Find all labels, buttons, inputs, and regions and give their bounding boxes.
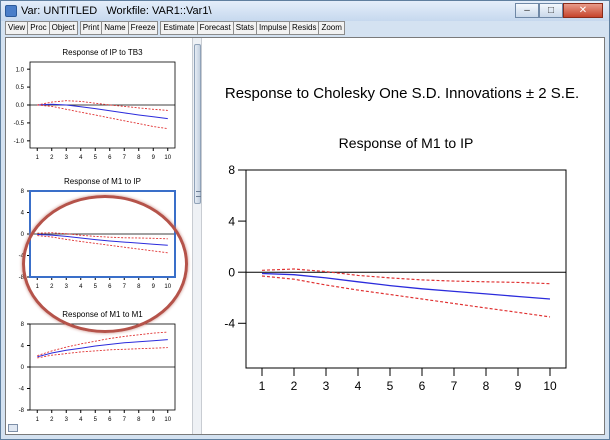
main-heading: Response to Cholesky One S.D. Innovation… [225,85,579,102]
x-tick-label: 6 [108,417,112,423]
chart-title: Response of M1 to IP [339,135,474,151]
scrollbar-thumb[interactable] [194,44,201,204]
graph-area: Response of IP to TB3 1.0 0.5 0.0 -0.5 -1.0 1 2… [5,37,605,435]
x-tick-label: 5 [94,155,98,161]
response-line [261,272,551,300]
response-line [37,103,168,120]
y-tick-label: -8 [19,275,25,281]
x-tick-label: 6 [419,379,426,393]
chart-title: Response of IP to TB3 [62,48,143,57]
y-tick-label: -0.5 [14,121,25,127]
x-tick-label: 10 [164,417,171,423]
view-button[interactable]: View [5,21,29,35]
close-button[interactable]: ✕ [563,3,603,18]
y-tick-label: -8 [19,408,25,414]
resids-button[interactable]: Resids [288,21,320,35]
x-tick-label: 4 [79,155,83,161]
estimate-button[interactable]: Estimate [160,21,198,35]
x-tick-label: 7 [451,379,458,393]
thumbnail-scrollbar[interactable] [192,38,202,434]
chart-title: Response of M1 to IP [64,177,141,186]
print-button[interactable]: Print [79,21,103,35]
confidence-band-upper [261,268,551,285]
impulse-button[interactable]: Impulse [255,21,290,35]
x-tick-label: 3 [323,379,330,393]
title-bar[interactable]: Var: UNTITLED Workfile: VAR1::Var1\ – □ … [1,1,609,21]
y-tick-label: 8 [21,322,25,328]
x-tick-label: 5 [387,379,394,393]
zoomed-graph-pane: Response to Cholesky One S.D. Innovation… [202,38,604,434]
confidence-band-upper [37,331,168,357]
confidence-band-lower [37,347,168,359]
chart-0: Response of M1 to IP 8 4 0 -4 1 2 3 4 5 6 7 8 9 10 [224,135,567,393]
chart-1: Response of IP to TB3 1.0 0.5 0.0 -0.5 -1.0 1 2… [14,48,176,161]
y-tick-label: 1.0 [16,67,25,73]
confidence-band-lower [261,275,551,318]
var-object-icon [5,5,17,17]
x-tick-label: 4 [79,417,83,423]
y-tick-label: 8 [21,189,25,195]
x-tick-label: 1 [36,155,40,161]
object-button[interactable]: Object [48,21,78,35]
minimize-button[interactable]: – [515,3,539,18]
maximize-button[interactable]: □ [539,3,563,18]
confidence-band-upper [37,100,168,111]
pane-toggle-icon[interactable] [8,424,18,432]
zoom-button[interactable]: Zoom [318,21,345,35]
x-tick-label: 10 [164,155,171,161]
y-tick-label: 4 [228,214,235,228]
x-tick-label: 2 [50,417,54,423]
stats-button[interactable]: Stats [232,21,257,35]
x-tick-label: 8 [137,417,141,423]
x-tick-label: 7 [123,417,127,423]
y-tick-label: -4 [19,387,25,393]
x-tick-label: 4 [355,379,362,393]
y-tick-label: 0.5 [16,85,25,91]
x-tick-label: 2 [291,379,298,393]
y-tick-label: 0 [21,365,25,371]
confidence-band-lower [37,104,168,130]
y-tick-label: -4 [19,254,25,260]
x-tick-label: 10 [543,379,557,393]
x-tick-label: 7 [123,155,127,161]
x-tick-label: 9 [515,379,522,393]
x-tick-label: 5 [94,417,98,423]
y-tick-label: 0 [21,232,25,238]
response-line [37,339,168,358]
y-tick-label: 4 [21,344,25,350]
y-tick-label: -1.0 [14,139,25,145]
y-tick-label: 4 [21,211,25,217]
y-tick-label: -4 [224,316,235,330]
y-tick-label: 0.0 [16,103,25,109]
x-tick-label: 3 [65,155,69,161]
x-tick-label: 3 [65,417,69,423]
x-tick-label: 1 [259,379,266,393]
proc-button[interactable]: Proc [27,21,50,35]
window-title: Var: UNTITLED Workfile: VAR1::Var1\ [21,5,212,17]
x-tick-label: 8 [483,379,490,393]
freeze-button[interactable]: Freeze [127,21,159,35]
x-tick-label: 8 [137,155,141,161]
x-tick-label: 9 [152,417,156,423]
forecast-button[interactable]: Forecast [196,21,234,35]
thumbnail-pane: Response of IP to TB3 1.0 0.5 0.0 -0.5 -1.0 1 2… [6,38,192,434]
x-tick-label: 1 [36,417,40,423]
x-tick-label: 6 [108,155,112,161]
x-tick-label: 9 [152,155,156,161]
highlight-circle [22,195,188,333]
x-tick-label: 2 [50,155,54,161]
name-button[interactable]: Name [101,21,129,35]
y-tick-label: 0 [228,265,235,279]
object-toolbar: View Proc Object Print Name Freeze Estim… [5,21,345,35]
y-tick-label: 8 [228,163,235,177]
zoomed-graph: Response to Cholesky One S.D. Innovation… [224,85,579,393]
